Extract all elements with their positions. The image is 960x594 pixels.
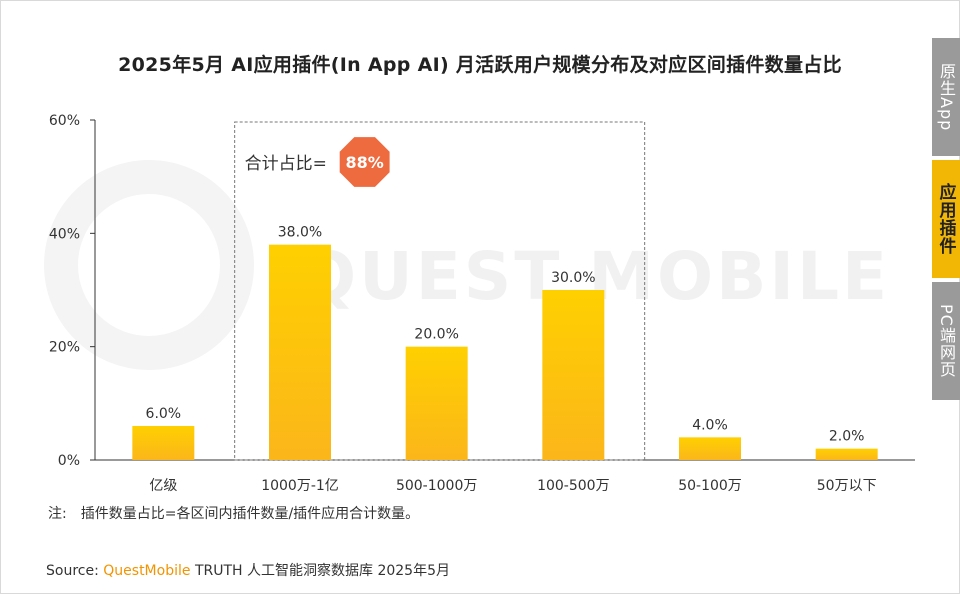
x-tick-label: 500-1000万 <box>396 478 477 494</box>
footnote-prefix: 注: <box>48 506 67 522</box>
footnote-text: 插件数量占比=各区间内插件数量/插件应用合计数量。 <box>80 506 420 522</box>
side-tab-pc-web[interactable]: PC端网页 <box>932 282 960 400</box>
bar-value-label: 4.0% <box>692 417 728 433</box>
side-tab-native-app[interactable]: 原生App <box>932 38 960 156</box>
x-tick-label: 亿级 <box>149 478 177 494</box>
bar-value-label: 2.0% <box>829 429 865 445</box>
footnote: 注: 插件数量占比=各区间内插件数量/插件应用合计数量。 <box>48 503 419 523</box>
source-rest: TRUTH 人工智能洞察数据库 2025年5月 <box>194 563 450 579</box>
highlight-badge <box>339 137 390 187</box>
bar-chart: 0% 20% 40% 60% 合计占比= 88% 6.0% 38.0% 20.0% 30.0%… <box>49 113 915 494</box>
bar-5 <box>815 448 878 460</box>
x-tick-label: 100-500万 <box>537 478 610 494</box>
y-tick-label: 20% <box>49 340 80 356</box>
bar-4 <box>679 437 741 460</box>
bar-1 <box>269 244 331 460</box>
y-tick-label: 0% <box>58 453 80 469</box>
side-tab-app-plugin[interactable]: 应用插件 <box>932 160 960 278</box>
bar-0 <box>132 426 195 460</box>
chart-title: 2025年5月 AI应用插件(In App AI) 月活跃用户规模分布及对应区间… <box>118 54 842 76</box>
bar-2 <box>405 346 468 460</box>
source-line: Source: QuestMobile TRUTH 人工智能洞察数据库 2025… <box>46 560 450 580</box>
highlight-value: 88% <box>346 153 384 172</box>
source-brand: QuestMobile <box>103 563 191 579</box>
x-tick-label: 50万以下 <box>817 478 877 494</box>
x-tick-label: 50-100万 <box>678 478 742 494</box>
y-tick-label: 40% <box>49 226 80 242</box>
bar-value-label: 38.0% <box>278 225 322 241</box>
bar-value-label: 6.0% <box>146 406 182 422</box>
bar-3 <box>542 290 605 460</box>
source-prefix: Source: <box>46 563 99 579</box>
bar-value-label: 20.0% <box>414 327 458 343</box>
highlight-label: 合计占比= <box>245 154 327 174</box>
bar-value-label: 30.0% <box>551 270 595 286</box>
x-tick-label: 1000万-1亿 <box>261 478 339 494</box>
y-tick-label: 60% <box>49 113 80 129</box>
